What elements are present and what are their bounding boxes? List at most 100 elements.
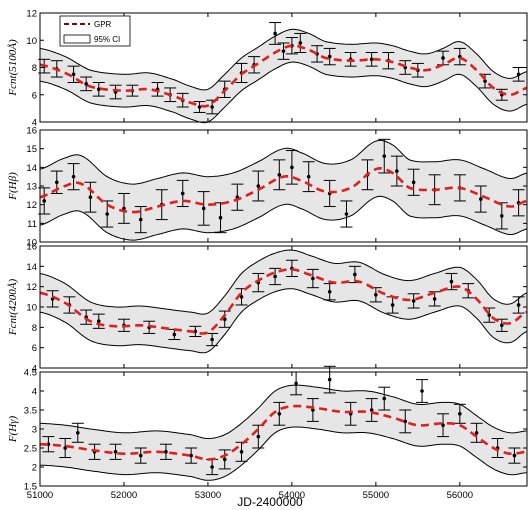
data-point-Hbeta-20 [395,169,399,173]
ci-band-Fcnt4200 [39,249,528,354]
data-point-Hbeta-17 [344,212,349,216]
y-tick-label-Hgamma-4: 3.5 [24,406,37,417]
gpr-curve-Hbeta [39,166,528,214]
data-point-Hgamma-8 [210,465,214,469]
y-axis-label-Hgamma: F(Hγ) [7,416,19,444]
data-point-Hgamma-6 [164,450,168,454]
y-tick-label-Fcnt4200-1: 6 [32,343,37,354]
y-tick-label-Hbeta-0: 10 [26,238,37,249]
x-tick-label-2: 53000 [195,490,221,501]
data-point-Hgamma-9 [222,457,227,462]
data-point-Fcnt4200-12 [273,274,277,279]
x-tick-label-0: 51000 [27,490,53,501]
data-point-Hgamma-2 [75,431,80,435]
data-point-Hgamma-11 [256,434,261,439]
data-point-Hgamma-15 [327,377,332,382]
y-tick-label-Fcnt5100-3: 10 [26,36,37,47]
data-point-Fcnt5100-22 [369,57,374,62]
data-point-Hbeta-2 [71,174,76,179]
data-point-Hbeta-13 [277,173,282,177]
panel-Fcnt4200: 4 6 8 10 12 14 16 Fcnt(4200Å) [7,242,528,375]
data-point-Hbeta-14 [290,165,294,170]
data-point-Hgamma-17 [369,408,374,412]
data-point-Hgamma-13 [294,381,298,386]
y-tick-label-Fcnt5100-2: 8 [32,63,37,74]
data-point-Hbeta-0 [42,199,46,203]
data-point-Hgamma-7 [189,453,193,458]
y-tick-label-Hbeta-6: 16 [26,126,37,137]
y-tick-label-Fcnt4200-2: 8 [32,323,37,334]
data-point-Fcnt4200-19 [411,299,416,303]
y-tick-label-Hgamma-5: 4 [32,387,37,398]
data-point-Fcnt4200-20 [432,297,437,301]
data-point-Hgamma-14 [311,408,315,412]
data-point-Hbeta-12 [256,184,261,188]
y-tick-label-Hbeta-2: 12 [26,200,37,211]
data-point-Hgamma-21 [441,423,445,428]
x-tick-label-1: 52000 [111,490,137,501]
data-point-Fcnt4200-9 [222,317,227,322]
data-point-Fcnt5100-15 [273,31,277,36]
legend: GPR 95% CI [59,15,131,47]
data-point-Hbeta-6 [138,217,143,222]
data-point-Fcnt4200-14 [311,276,315,281]
data-point-Fcnt5100-18 [298,41,303,45]
y-tick-label-Hgamma-3: 3 [32,425,37,436]
data-point-Hgamma-25 [512,453,517,458]
data-point-Hgamma-12 [277,412,282,416]
data-point-Hbeta-21 [411,180,416,185]
y-axis-label-Fcnt5100: Fcnt(5100Å) [7,39,19,97]
data-point-Fcnt4200-18 [390,303,395,307]
data-point-Fcnt4200-16 [353,272,357,277]
data-point-Hbeta-9 [201,206,206,211]
data-point-Fcnt4200-24 [500,323,504,328]
legend-ci-swatch [63,34,91,44]
data-point-Fcnt5100-16 [281,49,286,53]
data-point-Fcnt4200-21 [449,279,454,284]
data-point-Hgamma-23 [474,431,479,435]
data-point-Fcnt5100-10 [197,105,202,109]
data-point-Hgamma-20 [420,389,424,393]
y-tick-label-Hbeta-4: 14 [26,163,37,174]
y-tick-label-Hgamma-0: 1.5 [24,482,37,493]
data-point-Fcnt5100-4 [96,87,101,92]
data-point-Fcnt4200-8 [210,337,214,342]
data-point-Fcnt4200-3 [96,319,101,324]
data-point-Hbeta-25 [500,214,504,218]
y-tick-label-Fcnt5100-4: 12 [26,9,37,20]
y-tick-label-Hbeta-1: 11 [27,219,37,230]
y-tick-label-Fcnt4200-5: 14 [26,262,37,273]
data-point-Hbeta-19 [382,154,387,158]
y-tick-label-Hgamma-2: 2.5 [24,444,37,455]
data-point-Fcnt4200-23 [487,313,492,317]
data-point-Hbeta-4 [105,212,109,216]
data-point-Hbeta-10 [218,215,223,220]
x-tick-label-5: 56000 [447,490,473,501]
x-tick-label-4: 55000 [363,490,389,501]
data-point-Fcnt5100-2 [71,72,76,77]
y-tick-label-Hgamma-6: 4.5 [24,368,37,379]
y-tick-label-Fcnt4200-3: 10 [26,303,37,314]
gpr-curve-Hgamma [39,404,528,461]
ci-band-Hgamma [39,384,528,481]
y-tick-label-Fcnt4200-4: 12 [26,282,37,293]
data-point-Hbeta-15 [306,174,311,179]
data-point-Fcnt4200-17 [374,293,378,297]
gpr-curve-Fcnt4200 [39,267,528,335]
data-point-Fcnt5100-30 [516,72,521,77]
y-axis-label-Hbeta: F(Hβ) [7,172,19,201]
data-point-Hbeta-3 [88,195,93,199]
data-point-Fcnt4200-6 [172,332,177,337]
data-point-Fcnt4200-10 [239,295,244,299]
data-point-Hgamma-5 [138,453,143,458]
y-tick-label-Hbeta-3: 13 [26,182,37,193]
data-point-Hbeta-1 [54,180,59,185]
data-point-Hgamma-22 [458,412,462,416]
data-point-Fcnt5100-11 [210,105,214,109]
panels-group: 4 6 8 10 12 Fcnt(5100Å) 10 11 12 13 14 15 16 F(Hβ) 4 6 8… [7,9,528,501]
y-tick-label-Fcnt4200-6: 16 [26,242,37,253]
y-tick-label-Fcnt5100-1: 6 [32,90,37,101]
panel-Fcnt5100: 4 6 8 10 12 Fcnt(5100Å) [7,9,528,129]
data-point-Hgamma-10 [239,450,244,454]
